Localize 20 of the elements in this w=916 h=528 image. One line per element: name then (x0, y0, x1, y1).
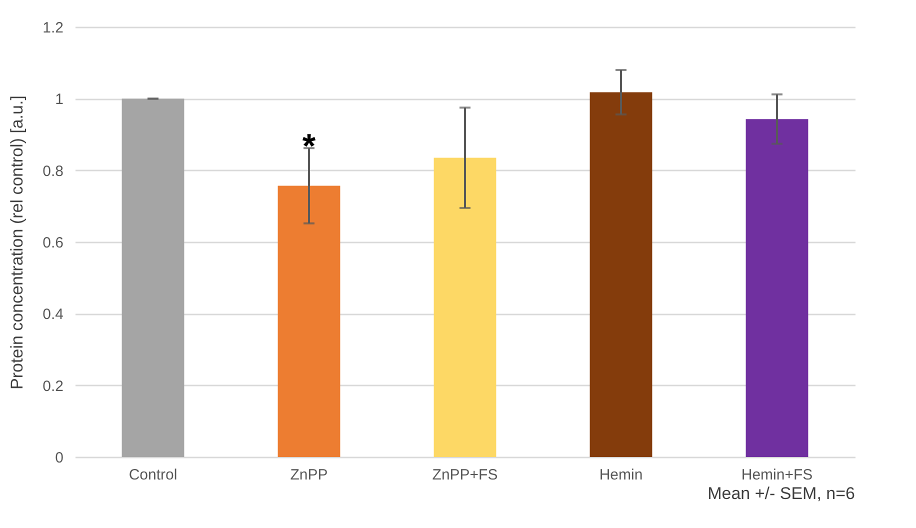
bar (590, 92, 652, 457)
x-tick-label: ZnPP (290, 466, 328, 484)
x-tick-label: Hemin+FS (741, 466, 813, 484)
bar (278, 186, 340, 457)
bar (434, 158, 496, 457)
y-tick-label: 0.2 (42, 378, 64, 395)
y-tick-label: 0.4 (42, 306, 64, 324)
x-tick-label: Control (128, 466, 178, 484)
annotation: * (302, 128, 316, 166)
y-tick-label: 1.2 (42, 20, 64, 36)
y-tick-label: 0 (55, 450, 64, 466)
y-tick-label: 0.8 (42, 162, 64, 180)
y-axis-title: Protein concentration (rel control) [a.u.] (8, 96, 27, 390)
bar (122, 98, 184, 457)
y-tick-label: 0.6 (42, 234, 64, 252)
x-tick-label: Hemin (599, 466, 643, 484)
y-tick-label: 1 (55, 91, 64, 108)
x-tick-label: ZnPP+FS (432, 466, 498, 484)
text: Mean +/- SEM, n=6 (708, 484, 855, 503)
bar (746, 119, 808, 457)
